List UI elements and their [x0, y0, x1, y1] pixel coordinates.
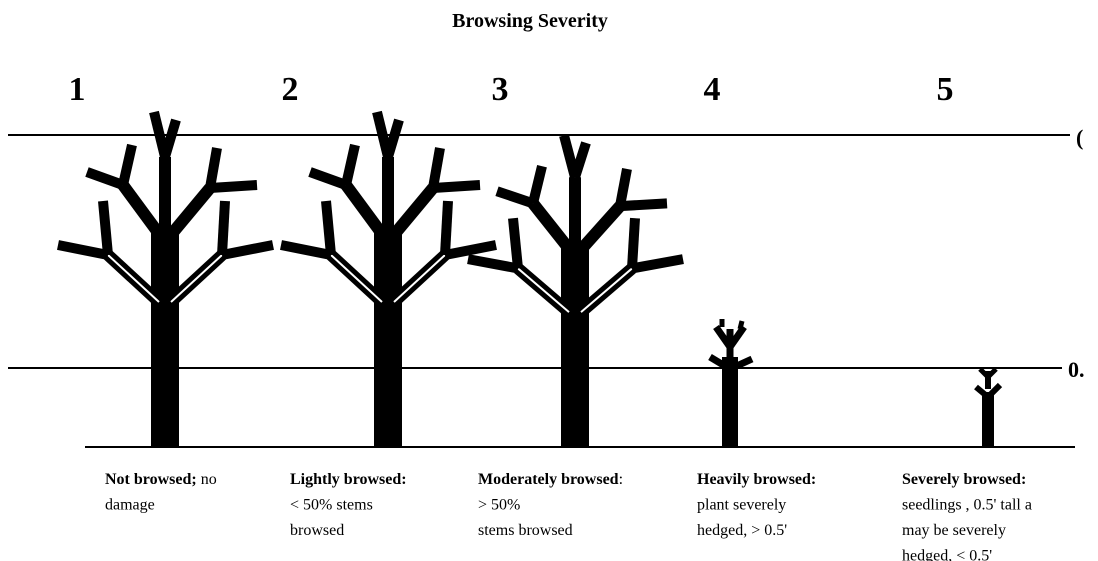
caption-text: hedged, < 0.5'	[902, 548, 992, 561]
branch	[445, 245, 496, 255]
caption-text: < 50% stems	[290, 497, 373, 514]
branch	[310, 172, 346, 185]
branch	[740, 321, 742, 329]
page: Browsing Severity ( 0. 1 Not browsed; no d…	[0, 0, 1098, 561]
trunk	[374, 227, 402, 447]
branch	[210, 148, 217, 188]
branch	[980, 369, 988, 377]
line-label: 0.	[1068, 357, 1085, 382]
labels: 1 Not browsed; no damage 2 Lightly browsed: <…	[69, 71, 1032, 561]
caption-text: damage	[105, 497, 155, 514]
branch	[620, 169, 627, 206]
caption: Severely browsed:	[902, 471, 1026, 488]
branch	[346, 145, 355, 185]
branch	[445, 201, 448, 255]
caption-label: Not browsed;	[105, 471, 197, 488]
branch	[632, 218, 635, 268]
branch	[433, 148, 440, 188]
level-number: 5	[937, 71, 954, 108]
branch	[513, 218, 518, 268]
caption-text: stems browsed	[478, 522, 573, 539]
trunk	[151, 227, 179, 447]
branch	[210, 185, 257, 188]
tree	[468, 135, 683, 447]
branch	[533, 203, 575, 256]
diagram: Browsing Severity ( 0. 1 Not browsed; no d…	[0, 0, 1098, 561]
caption-text: plant severely	[697, 497, 786, 514]
tree	[976, 369, 1000, 447]
caption-label: Lightly browsed:	[290, 471, 407, 488]
branch	[222, 201, 225, 255]
caption-label: Moderately browsed	[478, 471, 619, 488]
caption-text: browsed	[290, 522, 344, 539]
branch	[533, 166, 542, 203]
line-label: (	[1076, 125, 1083, 150]
branch	[433, 185, 480, 188]
caption-text: seedlings , 0.5' tall a	[902, 497, 1032, 514]
level-number: 2	[282, 71, 299, 108]
level-number: 1	[69, 71, 86, 108]
level-number: 4	[704, 71, 721, 108]
branch	[468, 259, 518, 268]
branch	[87, 172, 123, 185]
caption-label: Severely browsed:	[902, 471, 1026, 488]
title: Browsing Severity	[452, 10, 608, 32]
tree	[710, 319, 752, 447]
caption-label: Heavily browsed:	[697, 471, 816, 488]
trees	[58, 112, 1000, 447]
caption-text: may be severely	[902, 522, 1006, 539]
branch	[988, 369, 996, 377]
branch	[388, 120, 399, 157]
branch	[346, 185, 388, 242]
branch	[326, 201, 331, 255]
branch	[123, 145, 132, 185]
tree	[58, 112, 273, 447]
branch	[497, 191, 533, 203]
branch	[58, 245, 108, 255]
branch	[620, 203, 667, 206]
caption-text: hedged, > 0.5'	[697, 522, 787, 539]
tree	[281, 112, 496, 447]
caption: Lightly browsed:	[290, 471, 407, 488]
branch	[222, 245, 273, 255]
caption-text: no	[197, 471, 217, 488]
caption-text: > 50%	[478, 497, 520, 514]
trunk	[722, 357, 738, 447]
caption: Not browsed; no	[105, 471, 217, 488]
trunk	[561, 242, 589, 447]
branch	[632, 259, 683, 268]
caption: Moderately browsed:	[478, 471, 623, 488]
level-number: 3	[492, 71, 509, 108]
branch	[165, 188, 210, 242]
branch	[575, 143, 586, 177]
caption-text: :	[619, 471, 623, 488]
branch	[123, 185, 165, 242]
branch	[575, 206, 620, 256]
branch	[281, 245, 331, 255]
trunk	[982, 392, 994, 447]
branch	[103, 201, 108, 255]
branch	[388, 188, 433, 242]
caption: Heavily browsed:	[697, 471, 816, 488]
branch	[165, 120, 176, 157]
